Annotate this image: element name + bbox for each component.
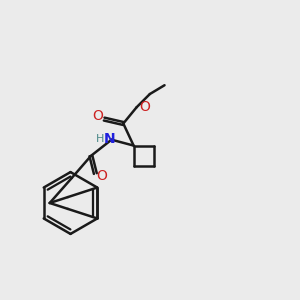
- Text: H: H: [96, 134, 104, 144]
- Text: O: O: [92, 109, 103, 123]
- Text: O: O: [140, 100, 150, 114]
- Text: O: O: [96, 169, 107, 184]
- Text: N: N: [104, 132, 116, 146]
